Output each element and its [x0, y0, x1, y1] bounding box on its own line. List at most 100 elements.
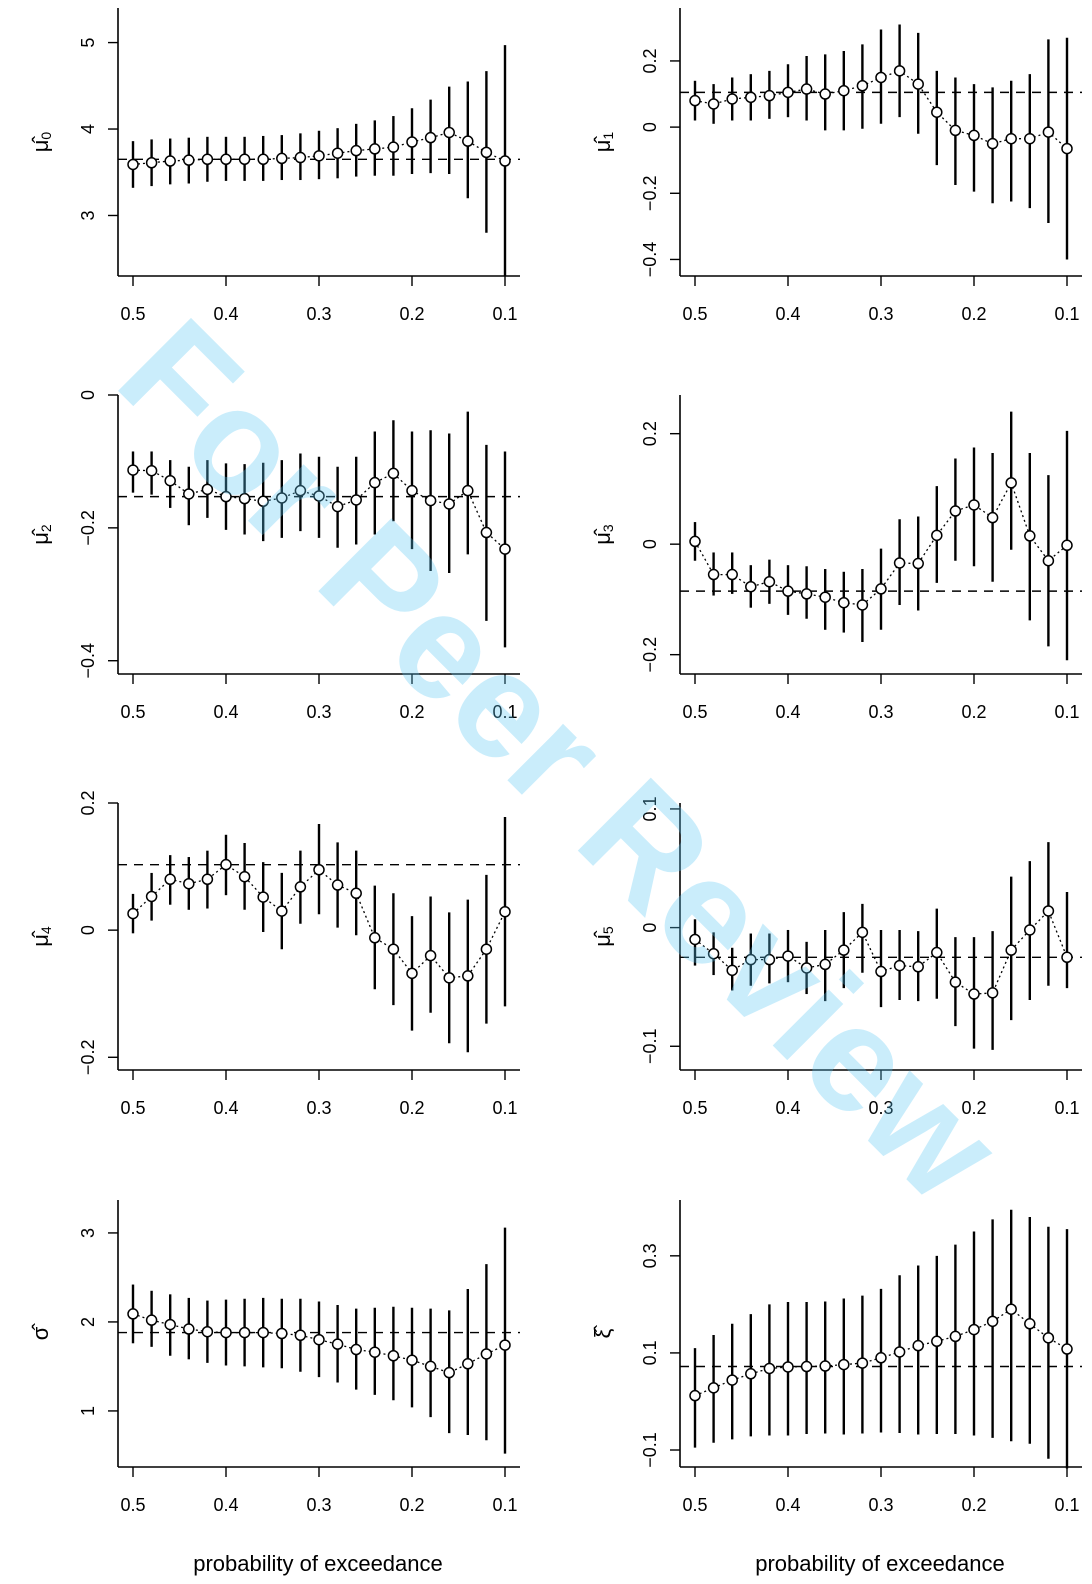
x-tick-label: 0.3	[868, 702, 893, 722]
data-point	[912, 78, 924, 90]
data-point	[1005, 1303, 1017, 1315]
data-point	[424, 131, 437, 144]
y-tick-label: 0	[640, 122, 660, 132]
data-point	[1005, 477, 1017, 489]
data-point	[164, 873, 176, 886]
y-tick-label: 3	[78, 1228, 98, 1238]
x-tick-label: 0.2	[961, 304, 986, 324]
x-tick-label: 0.1	[492, 702, 517, 722]
data-point	[127, 464, 139, 476]
y-axis-label: μ̂4	[28, 926, 55, 947]
data-point	[838, 84, 850, 97]
data-point	[968, 129, 980, 142]
data-point	[1024, 132, 1036, 145]
data-point	[726, 93, 738, 105]
data-point	[406, 967, 418, 980]
data-point	[369, 476, 381, 489]
y-tick-label: 0	[640, 923, 660, 933]
y-tick-label: 4	[78, 124, 98, 134]
y-tick-label: 5	[78, 38, 98, 48]
data-point	[763, 1362, 776, 1375]
data-point	[424, 949, 437, 962]
data-point	[856, 599, 869, 611]
x-tick-label: 0.5	[682, 304, 707, 324]
data-point	[707, 98, 720, 110]
y-axis-label-symbol: ξ̂	[590, 1325, 615, 1339]
y-tick-label: −0.1	[640, 1028, 660, 1064]
x-tick-label: 0.1	[1054, 1098, 1079, 1118]
data-point	[838, 596, 850, 609]
x-tick-label: 0.1	[1054, 1495, 1079, 1515]
data-point	[1042, 126, 1055, 138]
data-point	[257, 1326, 269, 1339]
data-point	[238, 870, 251, 883]
data-point	[968, 1323, 980, 1336]
data-point	[1042, 554, 1055, 567]
data-point	[294, 881, 307, 893]
x-tick-label: 0.4	[213, 1495, 238, 1515]
data-point	[220, 153, 232, 166]
y-axis-label: μ̂5	[590, 926, 617, 947]
data-point	[893, 1346, 906, 1358]
data-point	[220, 490, 232, 503]
data-point	[782, 86, 794, 99]
y-tick-label: −0.4	[78, 643, 98, 679]
x-tick-label: 0.5	[682, 1495, 707, 1515]
y-tick-label: 0.2	[640, 421, 660, 446]
data-point	[201, 483, 214, 496]
panel-mu5: −0.1 0 0.1 0.5 0.4 0.3 0.2 0.1 μ̂5	[590, 796, 1082, 1118]
y-axis-label-subscript: 1	[600, 132, 616, 140]
data-point	[443, 972, 455, 984]
data-point	[782, 585, 794, 597]
data-point	[949, 1330, 962, 1343]
panel-sigma: 1 2 3 0.5 0.4 0.3 0.2 0.1 σ̂ probability of excee…	[28, 1200, 520, 1576]
data-point	[164, 1318, 176, 1331]
data-point	[462, 1358, 474, 1370]
data-point	[424, 1360, 437, 1373]
data-point	[875, 965, 887, 978]
data-point	[331, 879, 344, 891]
estimate-path	[132, 1313, 506, 1374]
data-point	[949, 976, 962, 988]
data-point	[745, 1368, 757, 1380]
data-point	[1024, 924, 1036, 936]
x-tick-label: 0.5	[120, 1495, 145, 1515]
data-point	[127, 907, 139, 920]
data-point	[912, 1339, 924, 1352]
data-point	[819, 591, 831, 603]
x-tick-label: 0.1	[1054, 702, 1079, 722]
data-point	[183, 488, 195, 500]
y-tick-label: 0.3	[640, 1243, 660, 1268]
y-axis-label-subscript: 5	[600, 926, 616, 934]
data-point	[480, 1348, 493, 1360]
y-tick-label: 0	[640, 539, 660, 549]
data-point	[238, 153, 251, 166]
y-tick-label: −0.2	[640, 637, 660, 673]
data-point	[819, 88, 831, 100]
x-tick-label: 0.5	[120, 702, 145, 722]
data-point	[931, 106, 943, 118]
x-tick-label: 0.4	[775, 304, 800, 324]
x-tick-label: 0.5	[682, 702, 707, 722]
data-point	[145, 890, 158, 903]
data-point	[745, 91, 757, 104]
data-point	[276, 492, 288, 504]
data-point	[893, 65, 906, 77]
y-tick-label: 0.1	[640, 796, 660, 821]
y-tick-label: −0.2	[78, 1040, 98, 1076]
data-point	[238, 492, 251, 505]
x-tick-label: 0.1	[1054, 304, 1079, 324]
data-point	[257, 495, 269, 508]
x-tick-label: 0.1	[492, 304, 517, 324]
data-point	[424, 494, 437, 507]
data-point	[369, 143, 381, 155]
x-tick-label: 0.4	[213, 702, 238, 722]
y-axis-label-subscript: 4	[38, 926, 54, 934]
y-axis-label-symbol: μ̂	[28, 136, 53, 153]
y-axis-label-symbol: μ̂	[28, 528, 53, 545]
data-point	[968, 988, 980, 1000]
y-axis-label-symbol: σ̂	[28, 1323, 53, 1341]
data-point	[183, 877, 195, 890]
data-point	[707, 1382, 720, 1394]
data-point	[1061, 142, 1073, 155]
